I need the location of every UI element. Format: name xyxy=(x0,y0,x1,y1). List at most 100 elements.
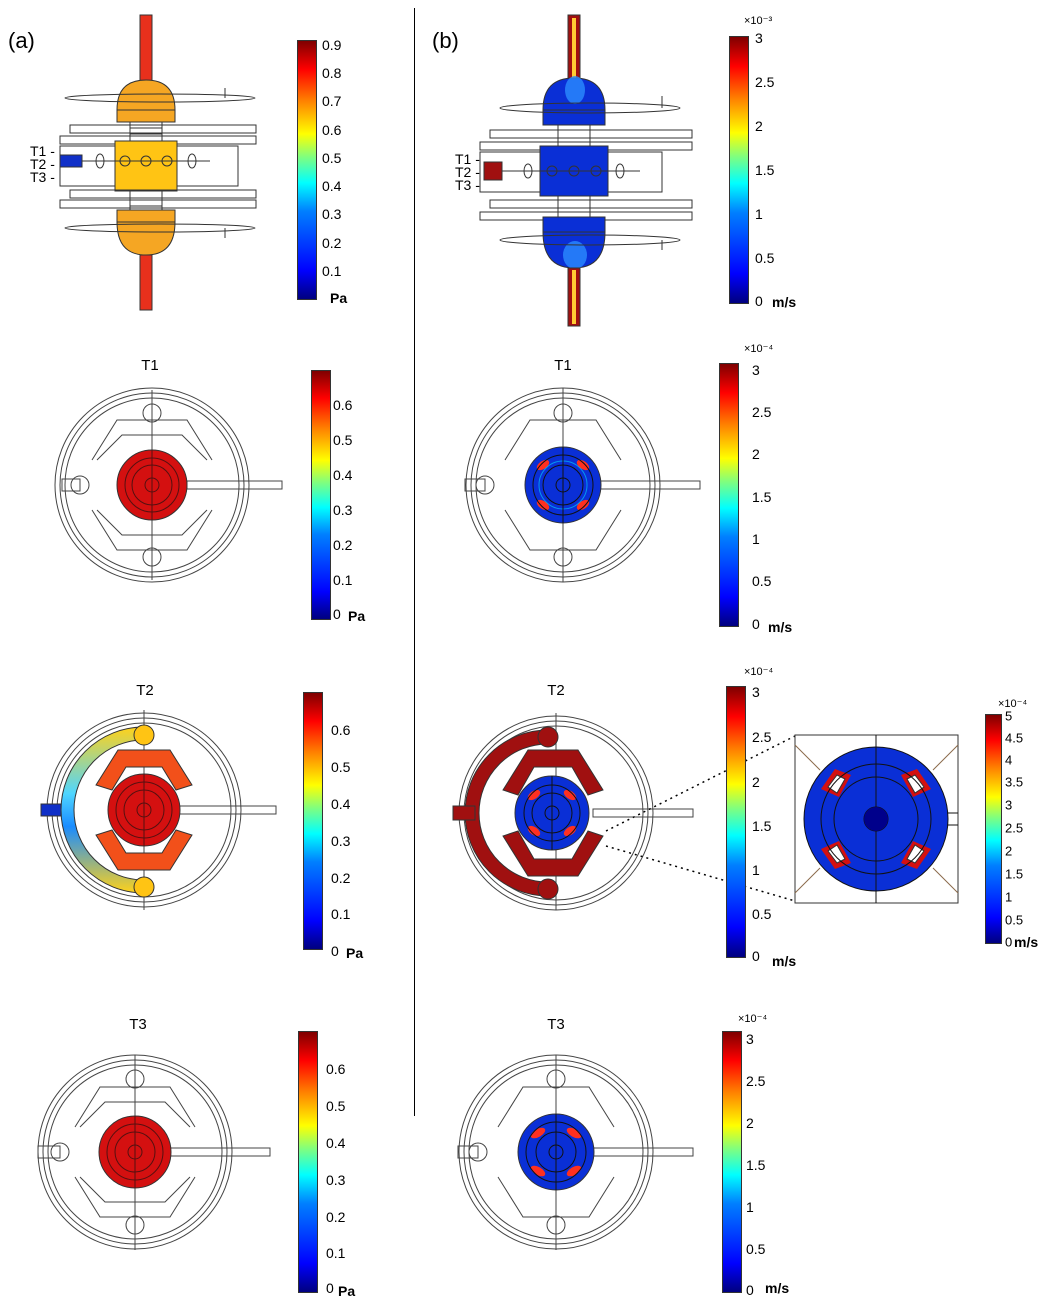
unit-label: m/s xyxy=(772,953,797,969)
colorbar-b-t2 xyxy=(726,686,746,958)
tick: 0.8 xyxy=(322,65,342,81)
tick: 2 xyxy=(752,446,760,462)
tick: 0 xyxy=(746,1282,754,1298)
tick: 0.1 xyxy=(322,263,342,279)
unit-label: m/s xyxy=(768,619,793,635)
b-t2-section xyxy=(452,713,694,911)
unit-label: Pa xyxy=(348,608,366,624)
unit-label: Pa xyxy=(338,1283,356,1299)
tick: 1.5 xyxy=(752,818,772,834)
tick: 1.5 xyxy=(1005,866,1024,882)
a-t1-section xyxy=(54,387,283,583)
tick: 0 xyxy=(333,606,341,622)
tick: 2.5 xyxy=(1005,820,1024,836)
colorbar-b-zoom xyxy=(985,714,1002,944)
tick: 4.5 xyxy=(1005,730,1024,746)
tick: 0.3 xyxy=(331,833,351,849)
unit-label: Pa xyxy=(346,945,364,961)
colorbar-b-t3 xyxy=(722,1031,742,1293)
tick: 0.5 xyxy=(755,250,775,266)
label-t1-a: T1 - xyxy=(30,143,55,159)
tick: 0 xyxy=(1005,934,1013,950)
tick: 2.5 xyxy=(752,729,772,745)
tick: 0.3 xyxy=(333,502,353,518)
tick: 5 xyxy=(1005,708,1013,724)
tick: 2 xyxy=(752,774,760,790)
tick: 0.5 xyxy=(322,150,342,166)
tick: 0.5 xyxy=(1005,912,1024,928)
tick: 0.2 xyxy=(331,870,351,886)
tick: 2 xyxy=(746,1115,754,1131)
tick: 0.4 xyxy=(322,178,342,194)
tick: 3.5 xyxy=(1005,774,1024,790)
tick: 0 xyxy=(755,293,763,309)
tick: 2 xyxy=(1005,843,1013,859)
colorbar-a-t2 xyxy=(303,692,323,950)
label-t3-a: T3 - xyxy=(30,169,55,185)
unit-label: m/s xyxy=(1014,934,1039,950)
tick: 0.1 xyxy=(333,572,353,588)
tick: 0 xyxy=(752,948,760,964)
colorbar-b-t1 xyxy=(719,363,739,627)
tick: 0.6 xyxy=(322,122,342,138)
tick: 3 xyxy=(752,362,760,378)
colorbar-a-top xyxy=(297,40,317,300)
label-t2-b: T2 - xyxy=(455,164,480,180)
unit-label: m/s xyxy=(772,294,797,310)
tick: 0.2 xyxy=(333,537,353,553)
tick: 2 xyxy=(755,118,763,134)
tick: 4 xyxy=(1005,752,1013,768)
exp-label: ×10⁻⁴ xyxy=(744,343,774,355)
tick: 0.4 xyxy=(333,467,353,483)
exp-label: ×10⁻⁴ xyxy=(744,666,774,678)
tick: 1 xyxy=(746,1199,754,1215)
tick: 0 xyxy=(752,616,760,632)
tick: 0.1 xyxy=(331,906,351,922)
title-b-t2: T2 xyxy=(547,682,565,699)
tick: 0.6 xyxy=(331,722,351,738)
tick: 0.5 xyxy=(752,573,772,589)
tick: 1.5 xyxy=(755,162,775,178)
tick: 2.5 xyxy=(746,1073,766,1089)
tick: 2.5 xyxy=(752,404,772,420)
tick: 0.2 xyxy=(322,235,342,251)
tick: 0.5 xyxy=(752,906,772,922)
tick: 0.6 xyxy=(333,397,353,413)
tick: 0.3 xyxy=(322,206,342,222)
panel-label-a: (a) xyxy=(8,28,35,53)
colorbar-b-top xyxy=(729,36,749,304)
b-t3-section xyxy=(457,1054,694,1250)
label-t3-b: T3 - xyxy=(455,177,480,193)
unit-label: Pa xyxy=(330,290,348,306)
exp-label: ×10⁻⁴ xyxy=(998,698,1028,710)
title-a-t3: T3 xyxy=(129,1016,147,1033)
tick: 0.5 xyxy=(333,432,353,448)
title-b-t3: T3 xyxy=(547,1016,565,1033)
tick: 1 xyxy=(755,206,763,222)
tick: 1 xyxy=(1005,889,1013,905)
panel-label-b: (b) xyxy=(432,28,459,53)
tick: 3 xyxy=(1005,797,1013,813)
tick: 0.5 xyxy=(746,1241,766,1257)
label-t1-b: T1 - xyxy=(455,151,480,167)
tick: 3 xyxy=(746,1031,754,1047)
a-side-view xyxy=(59,14,257,311)
a-t2-section xyxy=(40,710,277,910)
tick: 0 xyxy=(331,943,339,959)
tick: 0.9 xyxy=(322,37,342,53)
exp-label: ×10⁻⁴ xyxy=(738,1013,768,1025)
colorbar-a-t1 xyxy=(311,370,331,620)
colorbar-a-t3 xyxy=(298,1031,318,1293)
title-a-t2: T2 xyxy=(136,682,154,699)
tick: 0 xyxy=(326,1280,334,1296)
tick: 0.1 xyxy=(326,1245,346,1261)
label-t2-a: T2 - xyxy=(30,156,55,172)
tick: 0.5 xyxy=(331,759,351,775)
tick: 2.5 xyxy=(755,74,775,90)
tick: 1.5 xyxy=(746,1157,766,1173)
tick: 3 xyxy=(755,30,763,46)
title-b-t1: T1 xyxy=(554,357,572,374)
tick: 1 xyxy=(752,531,760,547)
panel-divider xyxy=(414,8,415,1116)
a-t3-section xyxy=(37,1054,271,1250)
